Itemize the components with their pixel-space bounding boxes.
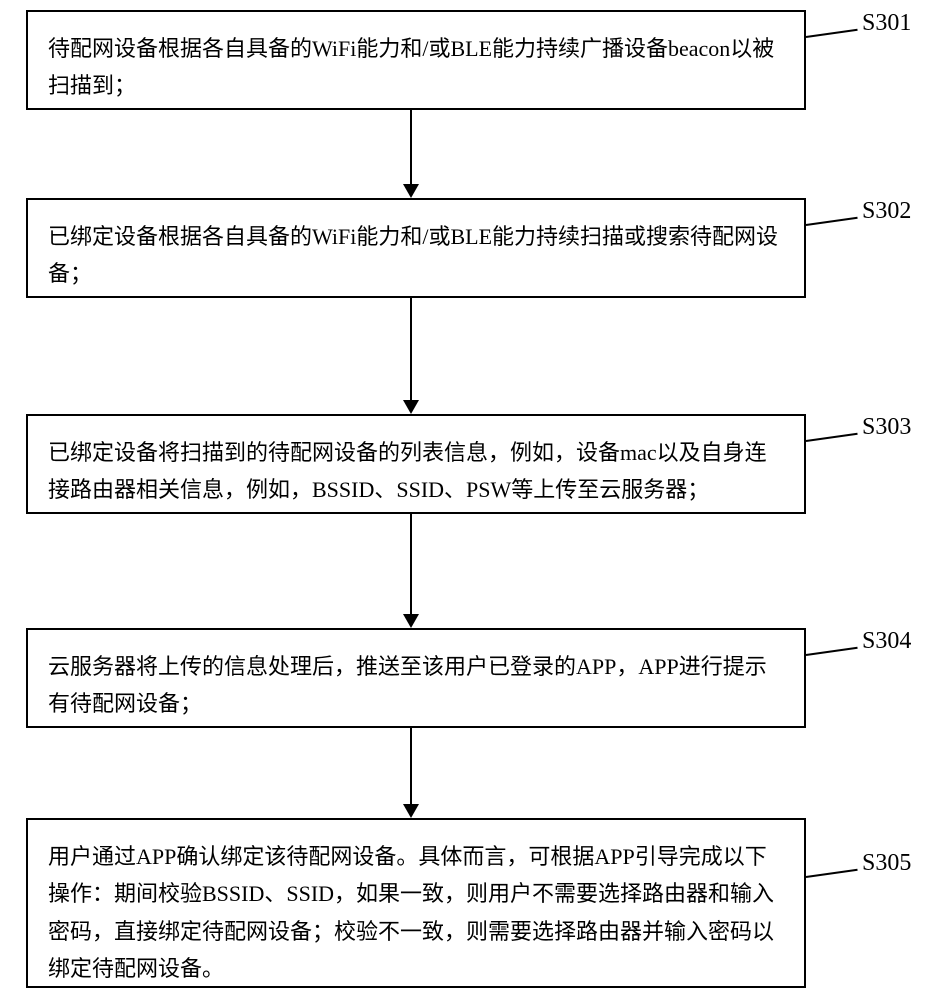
step-label-s303: S303 [862, 414, 911, 441]
connector-s301 [806, 29, 858, 38]
step-text: 已绑定设备根据各自具备的WiFi能力和/或BLE能力持续扫描或搜索待配网设备； [48, 224, 778, 286]
flow-step-s305: 用户通过APP确认绑定该待配网设备。具体而言，可根据APP引导完成以下操作：期间… [26, 818, 806, 988]
flow-step-s301: 待配网设备根据各自具备的WiFi能力和/或BLE能力持续广播设备beacon以被… [26, 10, 806, 110]
step-label-s305: S305 [862, 850, 911, 877]
arrow-3 [410, 514, 412, 628]
step-label-s302: S302 [862, 198, 911, 225]
connector-s305 [806, 869, 858, 878]
flow-step-s302: 已绑定设备根据各自具备的WiFi能力和/或BLE能力持续扫描或搜索待配网设备； [26, 198, 806, 298]
step-text: 用户通过APP确认绑定该待配网设备。具体而言，可根据APP引导完成以下操作：期间… [48, 844, 774, 981]
step-text: 待配网设备根据各自具备的WiFi能力和/或BLE能力持续广播设备beacon以被… [48, 36, 774, 98]
arrow-4 [410, 728, 412, 818]
flow-step-s303: 已绑定设备将扫描到的待配网设备的列表信息，例如，设备mac以及自身连接路由器相关… [26, 414, 806, 514]
step-text: 已绑定设备将扫描到的待配网设备的列表信息，例如，设备mac以及自身连接路由器相关… [48, 440, 767, 502]
arrow-2 [410, 298, 412, 414]
flowchart-container: 待配网设备根据各自具备的WiFi能力和/或BLE能力持续广播设备beacon以被… [0, 0, 934, 1000]
arrow-1 [410, 110, 412, 198]
step-label-s301: S301 [862, 10, 911, 37]
step-label-s304: S304 [862, 628, 911, 655]
connector-s303 [806, 433, 858, 442]
flow-step-s304: 云服务器将上传的信息处理后，推送至该用户已登录的APP，APP进行提示有待配网设… [26, 628, 806, 728]
step-text: 云服务器将上传的信息处理后，推送至该用户已登录的APP，APP进行提示有待配网设… [48, 654, 767, 716]
connector-s302 [806, 217, 858, 226]
connector-s304 [806, 647, 858, 656]
